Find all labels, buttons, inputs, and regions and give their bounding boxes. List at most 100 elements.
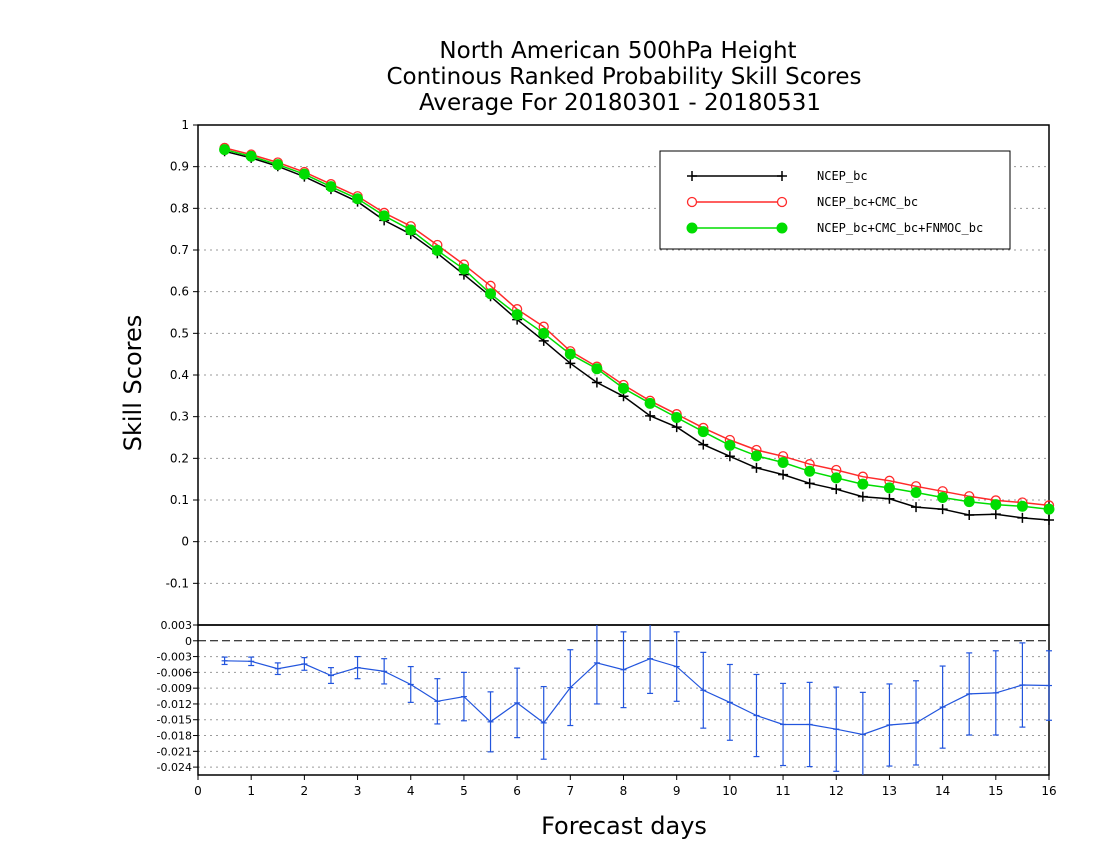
diff-y-tick-label: -0.015 <box>157 714 192 727</box>
data-point <box>884 493 895 504</box>
x-tick-label: 3 <box>354 784 362 798</box>
y-tick-label: 0 <box>181 535 189 549</box>
data-point <box>697 426 709 438</box>
data-point <box>804 478 815 489</box>
data-point <box>1044 515 1054 525</box>
legend-label: NCEP_bc+CMC_bc+FNMOC_bc <box>817 221 983 235</box>
legend-marker <box>686 222 698 234</box>
data-point <box>485 288 497 300</box>
y-tick-label: 0.4 <box>170 368 189 382</box>
x-tick-label: 2 <box>301 784 309 798</box>
data-point <box>591 377 602 388</box>
chart-title-line-3: Average For 20180301 - 20180531 <box>419 90 821 116</box>
data-point <box>352 193 364 205</box>
data-point <box>910 487 922 498</box>
x-tick-label: 6 <box>513 784 521 798</box>
data-point <box>272 159 284 171</box>
series-line <box>224 150 1050 521</box>
main-series-group <box>219 142 1055 525</box>
data-point <box>618 382 629 394</box>
x-tick-label: 7 <box>566 784 574 798</box>
data-point <box>1043 503 1055 515</box>
data-point <box>591 363 603 375</box>
data-point <box>325 181 337 193</box>
data-point <box>405 224 417 236</box>
data-point <box>883 482 895 494</box>
x-tick-label: 8 <box>620 784 628 798</box>
x-tick-label: 14 <box>935 784 950 798</box>
data-point <box>645 410 656 421</box>
data-point <box>778 469 789 480</box>
data-point <box>777 457 789 468</box>
y-tick-label: -0.1 <box>166 576 189 590</box>
legend-marker <box>687 171 697 181</box>
data-point <box>538 327 550 339</box>
x-tick-label: 1 <box>247 784 255 798</box>
y-tick-label: 0.3 <box>170 410 189 424</box>
x-tick-label: 16 <box>1041 784 1056 798</box>
data-point <box>565 358 576 369</box>
data-point <box>990 509 1001 520</box>
x-tick-label: 10 <box>722 784 737 798</box>
diff-y-tick-label: 0.003 <box>161 619 193 632</box>
data-point <box>963 496 975 508</box>
data-point <box>1016 500 1028 512</box>
y-tick-label: 0.5 <box>170 326 189 340</box>
data-point <box>245 150 257 162</box>
data-point <box>219 144 231 156</box>
diff-y-tick-label: -0.009 <box>157 682 192 695</box>
y-tick-label: 0.6 <box>170 285 189 299</box>
data-point <box>964 510 975 520</box>
y-tick-label: 0.8 <box>170 201 189 215</box>
diff-y-tick-label: -0.024 <box>157 761 192 774</box>
data-point <box>831 484 842 495</box>
x-tick-label: 4 <box>407 784 415 798</box>
data-point <box>724 439 736 451</box>
y-axis-title: Skill Scores <box>119 315 147 452</box>
x-tick-label: 11 <box>775 784 790 798</box>
legend-label: NCEP_bc+CMC_bc <box>817 195 918 209</box>
main-plot-panel: -0.1 0 0.1 0.2 0.3 0.4 0.5 0.6 0.7 0.8 0.9 1 <box>166 118 1055 626</box>
legend-label: NCEP_bc <box>817 169 868 183</box>
x-tick-label: 12 <box>829 784 844 798</box>
data-point <box>564 348 576 360</box>
diff-y-tick-label: -0.003 <box>157 651 192 664</box>
data-point <box>378 210 390 222</box>
data-point <box>911 502 922 513</box>
data-point <box>857 491 868 502</box>
x-tick-label: 13 <box>882 784 897 798</box>
data-point <box>644 397 656 409</box>
data-point <box>724 451 735 462</box>
data-point <box>671 412 683 423</box>
x-tick-label: 9 <box>673 784 681 798</box>
data-point <box>698 439 709 450</box>
y-tick-label: 0.2 <box>170 451 189 465</box>
difference-plot-panel: 0.003 0 -0.003 -0.006 -0.009 -0.012 -0.015 -0.0… <box>157 619 1057 798</box>
data-point <box>431 244 443 256</box>
y-tick-label: 0.7 <box>170 243 189 257</box>
data-point <box>458 263 470 275</box>
legend: NCEP_bc NCEP_bc+CMC_bc NCEP_bc+CMC_bc+FNMO… <box>659 150 1011 250</box>
data-point <box>830 472 842 484</box>
chart-title-line-1: North American 500hPa Height <box>439 38 796 64</box>
diff-y-tick-label: -0.021 <box>157 745 192 758</box>
difference-line <box>224 658 1050 736</box>
legend-marker <box>777 171 787 181</box>
data-point <box>937 492 949 503</box>
y-tick-label: 1 <box>181 118 189 132</box>
data-point <box>1017 512 1028 523</box>
series-ncep-bc-cmc-bc-fnmoc-bc <box>219 144 1055 515</box>
x-tick-label: 5 <box>460 784 468 798</box>
data-point <box>511 309 523 321</box>
data-point <box>937 504 948 515</box>
data-point <box>804 465 816 477</box>
diff-y-tick-label: 0 <box>185 635 192 648</box>
x-tick-label: 15 <box>988 784 1003 798</box>
x-axis-title: Forecast days <box>541 812 707 840</box>
data-point <box>671 422 682 433</box>
y-tick-label: 0.9 <box>170 160 189 174</box>
diff-y-tick-label: -0.018 <box>157 730 192 743</box>
chart-title-line-2: Continous Ranked Probability Skill Score… <box>386 64 861 90</box>
